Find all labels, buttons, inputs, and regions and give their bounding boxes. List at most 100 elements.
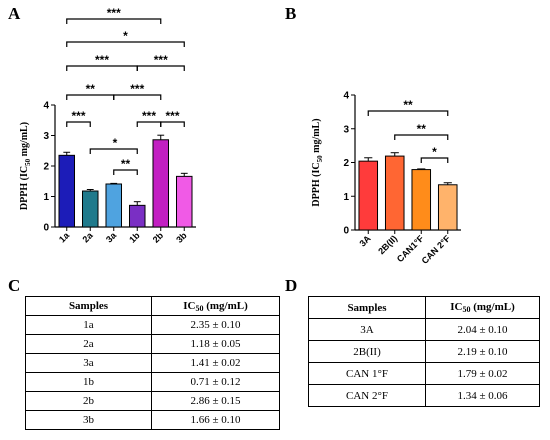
significance-label: *** — [165, 109, 179, 123]
y-tick-label: 4 — [43, 101, 49, 112]
bar-3a — [358, 160, 379, 231]
table-d-value-cell: 2.04 ± 0.10 — [425, 318, 540, 341]
y-tick-label: 2 — [343, 158, 349, 169]
table-c-sample-cell: 1a — [25, 315, 152, 335]
table-d: Samples IC50 (mg/mL) 3A 2.04 ± 0.10 2B(II)… — [308, 296, 540, 407]
x-tick-label: 3b — [174, 230, 189, 245]
table-c-value-cell: 0.71 ± 0.12 — [151, 372, 280, 392]
significance-label: *** — [71, 109, 85, 123]
panel-label-c: C — [8, 276, 21, 295]
table-c-header-samples: Samples — [25, 296, 152, 316]
significance-bracket — [66, 18, 162, 24]
bar-1a — [58, 154, 76, 228]
bar-3a — [105, 183, 123, 228]
significance-label: ** — [403, 98, 413, 112]
table-c-value-cell: 1.66 ± 0.10 — [151, 410, 280, 430]
table-d-header-ic: IC — [450, 301, 463, 313]
x-tick-label: 2B(II) — [376, 233, 399, 256]
significance-bracket — [394, 134, 449, 140]
bar-2a — [81, 190, 99, 228]
significance-label: *** — [142, 109, 156, 123]
significance-label: ** — [121, 157, 131, 171]
table-c-body: 1a 2.35 ± 0.10 2a 1.18 ± 0.05 3a 1.41 ± 0.02 1… — [25, 315, 280, 430]
table-c: Samples IC50 (mg/mL) 1a 2.35 ± 0.10 2a 1.18… — [25, 296, 280, 430]
x-tick-label: 2a — [81, 230, 96, 245]
bar-3b — [175, 175, 193, 228]
significance-bracket — [420, 157, 449, 163]
table-d-value-cell: 1.34 ± 0.06 — [425, 384, 540, 407]
table-c-sample-cell: 3a — [25, 353, 152, 373]
table-d-row: CAN 1°F 1.79 ± 0.02 — [308, 362, 540, 385]
bar-can1f — [411, 169, 432, 231]
table-c-row: 2b 2.86 ± 0.15 — [25, 391, 280, 411]
table-d-row: CAN 2°F 1.34 ± 0.06 — [308, 384, 540, 407]
table-d-sample-cell: 2B(II) — [308, 340, 426, 363]
significance-bracket — [160, 121, 185, 127]
table-c-value-cell: 1.41 ± 0.02 — [151, 353, 280, 373]
significance-bracket — [66, 41, 185, 47]
table-c-row: 3a 1.41 ± 0.02 — [25, 353, 280, 373]
y-axis-label: DPPH (IC50 mg/mL) — [19, 122, 32, 210]
x-tick-label: 1b — [127, 230, 142, 245]
significance-label: ** — [86, 82, 96, 96]
table-d-value-cell: 2.19 ± 0.10 — [425, 340, 540, 363]
table-c-sample-cell: 3b — [25, 410, 152, 430]
table-c-row: 1a 2.35 ± 0.10 — [25, 315, 280, 335]
y-tick-label: 0 — [43, 223, 49, 234]
significance-label: *** — [154, 53, 168, 67]
table-d-sample-cell: CAN 2°F — [308, 384, 426, 407]
x-tick-label: 2b — [151, 230, 166, 245]
panel-label-d: D — [285, 276, 298, 295]
table-c-value-cell: 1.18 ± 0.05 — [151, 334, 280, 354]
bar-2bii — [384, 155, 405, 231]
y-tick-label: 3 — [43, 131, 49, 142]
significance-bracket — [89, 148, 138, 154]
table-c-header-ic-tail: (mg/mL) — [203, 299, 248, 312]
table-d-row: 3A 2.04 ± 0.10 — [308, 318, 540, 341]
x-tick-label: 1a — [57, 230, 72, 245]
significance-bracket — [136, 65, 185, 71]
x-tick-label: 3a — [104, 230, 119, 245]
y-tick-label: 1 — [43, 192, 49, 203]
table-d-row: 2B(II) 2.19 ± 0.10 — [308, 340, 540, 363]
table-c-header-ic: IC — [183, 299, 196, 312]
significance-label: * — [123, 29, 128, 43]
significance-bracket — [113, 94, 162, 100]
bar-1b — [128, 204, 146, 228]
table-c-row: 1b 0.71 ± 0.12 — [25, 372, 280, 392]
y-tick-label: 0 — [343, 226, 349, 237]
significance-label: *** — [95, 53, 109, 67]
table-c-sample-cell: 2a — [25, 334, 152, 354]
y-tick-label: 2 — [43, 162, 49, 173]
panel-label-a: A — [8, 4, 21, 23]
table-c-row: 3b 1.66 ± 0.10 — [25, 410, 280, 430]
y-tick-label: 4 — [343, 91, 349, 102]
table-c-value-cell: 2.35 ± 0.10 — [151, 315, 280, 335]
bar-can2f — [437, 184, 458, 231]
significance-bracket — [367, 110, 449, 116]
significance-label: ** — [417, 122, 427, 136]
table-c-row: 2a 1.18 ± 0.05 — [25, 334, 280, 354]
table-d-header-ic-tail: (mg/mL) — [470, 301, 515, 313]
panel-label-b: B — [285, 4, 297, 23]
table-c-header-ic-sub: 50 — [195, 303, 204, 313]
significance-label: * — [432, 145, 437, 159]
table-d-body: 3A 2.04 ± 0.10 2B(II) 2.19 ± 0.10 CAN 1°F 1.7… — [308, 318, 540, 407]
table-d-sample-cell: CAN 1°F — [308, 362, 426, 385]
table-d-header-ic-sub: 50 — [462, 305, 471, 314]
significance-bracket — [113, 169, 138, 175]
bar-2b — [152, 139, 170, 228]
y-tick-label: 3 — [343, 124, 349, 135]
table-c-value-cell: 2.86 ± 0.15 — [151, 391, 280, 411]
table-c-header-ic50: IC50 (mg/mL) — [151, 296, 280, 316]
table-d-header-samples-text: Samples — [347, 301, 387, 314]
table-c-sample-cell: 2b — [25, 391, 152, 411]
significance-label: *** — [130, 82, 144, 96]
table-c-sample-cell: 1b — [25, 372, 152, 392]
significance-label: * — [113, 136, 118, 150]
significance-label: *** — [107, 6, 121, 20]
table-c-header-samples-text: Samples — [68, 300, 109, 312]
table-d-header-ic50: IC50 (mg/mL) — [425, 296, 540, 319]
